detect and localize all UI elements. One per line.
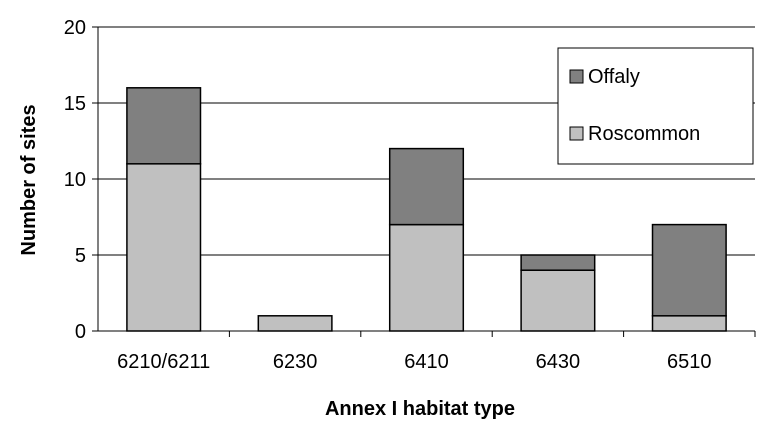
bar-roscommon-6210-6211 xyxy=(126,163,202,332)
x-tick-label-6210-6211: 6210/6211 xyxy=(117,351,210,373)
y-tick-label-15: 15 xyxy=(64,93,86,115)
bar-roscommon-6410 xyxy=(388,223,465,332)
y-tick-label-0: 0 xyxy=(75,321,86,343)
y-axis-title: Number of sites xyxy=(18,104,40,255)
y-tick-label-10: 10 xyxy=(64,169,86,191)
axes xyxy=(97,27,756,337)
bar-roscommon-6510 xyxy=(651,315,727,332)
legend: Offaly Roscommon xyxy=(557,47,754,165)
legend-swatch-offaly xyxy=(569,69,584,84)
bar-offaly-6430 xyxy=(520,254,596,271)
legend-label-roscommon: Roscommon xyxy=(588,123,700,145)
bar-offaly-6410 xyxy=(388,147,465,226)
x-tick-label-6230: 6230 xyxy=(273,351,318,373)
bar-offaly-6210-6211 xyxy=(126,87,202,165)
tick-labels: 0 5 10 15 20 6210/6211 6230 6410 6430 6510 xyxy=(64,17,712,373)
bar-offaly-6510 xyxy=(651,223,727,317)
x-axis-title: Annex I habitat type xyxy=(325,398,515,420)
legend-label-offaly: Offaly xyxy=(588,66,640,88)
x-tick-label-6430: 6430 xyxy=(536,351,581,373)
legend-box xyxy=(557,47,754,165)
legend-swatch-roscommon xyxy=(569,126,584,141)
bar-roscommon-6230 xyxy=(257,315,333,332)
y-tick-label-5: 5 xyxy=(75,245,86,267)
bar-roscommon-6430 xyxy=(520,269,596,332)
x-tick-label-6410: 6410 xyxy=(404,351,449,373)
y-tick-label-20: 20 xyxy=(64,17,86,39)
bars xyxy=(126,87,727,332)
x-tick-label-6510: 6510 xyxy=(667,351,712,373)
